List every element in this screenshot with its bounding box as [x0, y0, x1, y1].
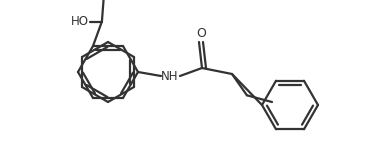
Text: NH: NH	[161, 69, 179, 82]
Text: O: O	[196, 27, 206, 40]
Text: HO: HO	[71, 15, 89, 28]
